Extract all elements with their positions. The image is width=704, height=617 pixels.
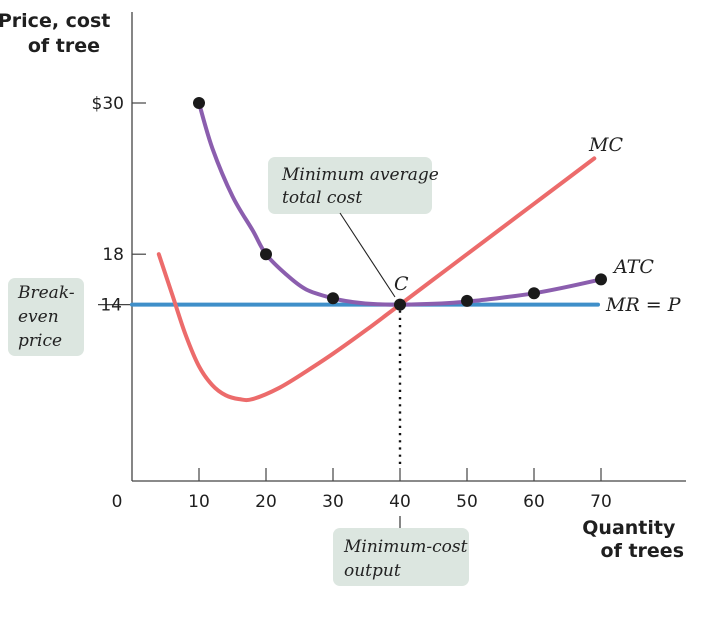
min-atc-leader-line <box>339 212 396 298</box>
atc-data-point <box>327 292 339 305</box>
mr-line-label: MR = P <box>605 294 682 316</box>
x-axis-title: Quantity of trees <box>582 517 684 562</box>
breakeven-callout-text: Break-even price <box>17 283 75 351</box>
atc-curve-label: ATC <box>612 256 654 278</box>
breakeven-callout-box <box>8 278 84 356</box>
atc-data-point <box>528 287 540 300</box>
x-tick-label: 0 <box>112 492 123 512</box>
atc-data-point <box>260 248 272 261</box>
x-tick-label: 10 <box>188 492 210 512</box>
mc-curve <box>156 156 597 403</box>
y-tick-label: $30 <box>92 94 124 114</box>
y-tick-label: 18 <box>102 245 124 265</box>
atc-data-point <box>394 298 406 311</box>
x-tick-label: 60 <box>523 492 545 512</box>
y-axis-title: Price, cost of tree <box>0 10 117 57</box>
atc-curve <box>197 101 603 307</box>
x-tick-label: 70 <box>590 492 612 512</box>
atc-data-point <box>595 273 607 286</box>
min-atc-callout-text: Minimum average total cost <box>281 165 439 208</box>
x-tick-label: 40 <box>389 492 411 512</box>
x-tick-label: 20 <box>255 492 277 512</box>
min-atc-callout-box <box>268 157 432 214</box>
mc-curve-label: MC <box>588 134 623 156</box>
min-cost-output-callout-box <box>333 528 469 586</box>
x-tick-label: 50 <box>456 492 478 512</box>
y-tick-label: 14 <box>100 296 122 316</box>
min-cost-output-callout-text: Minimum-cost output <box>343 537 468 581</box>
point-c-label: C <box>394 273 409 295</box>
atc-data-point <box>193 97 205 109</box>
atc-data-point <box>461 294 473 307</box>
x-tick-label: 30 <box>322 492 344 512</box>
